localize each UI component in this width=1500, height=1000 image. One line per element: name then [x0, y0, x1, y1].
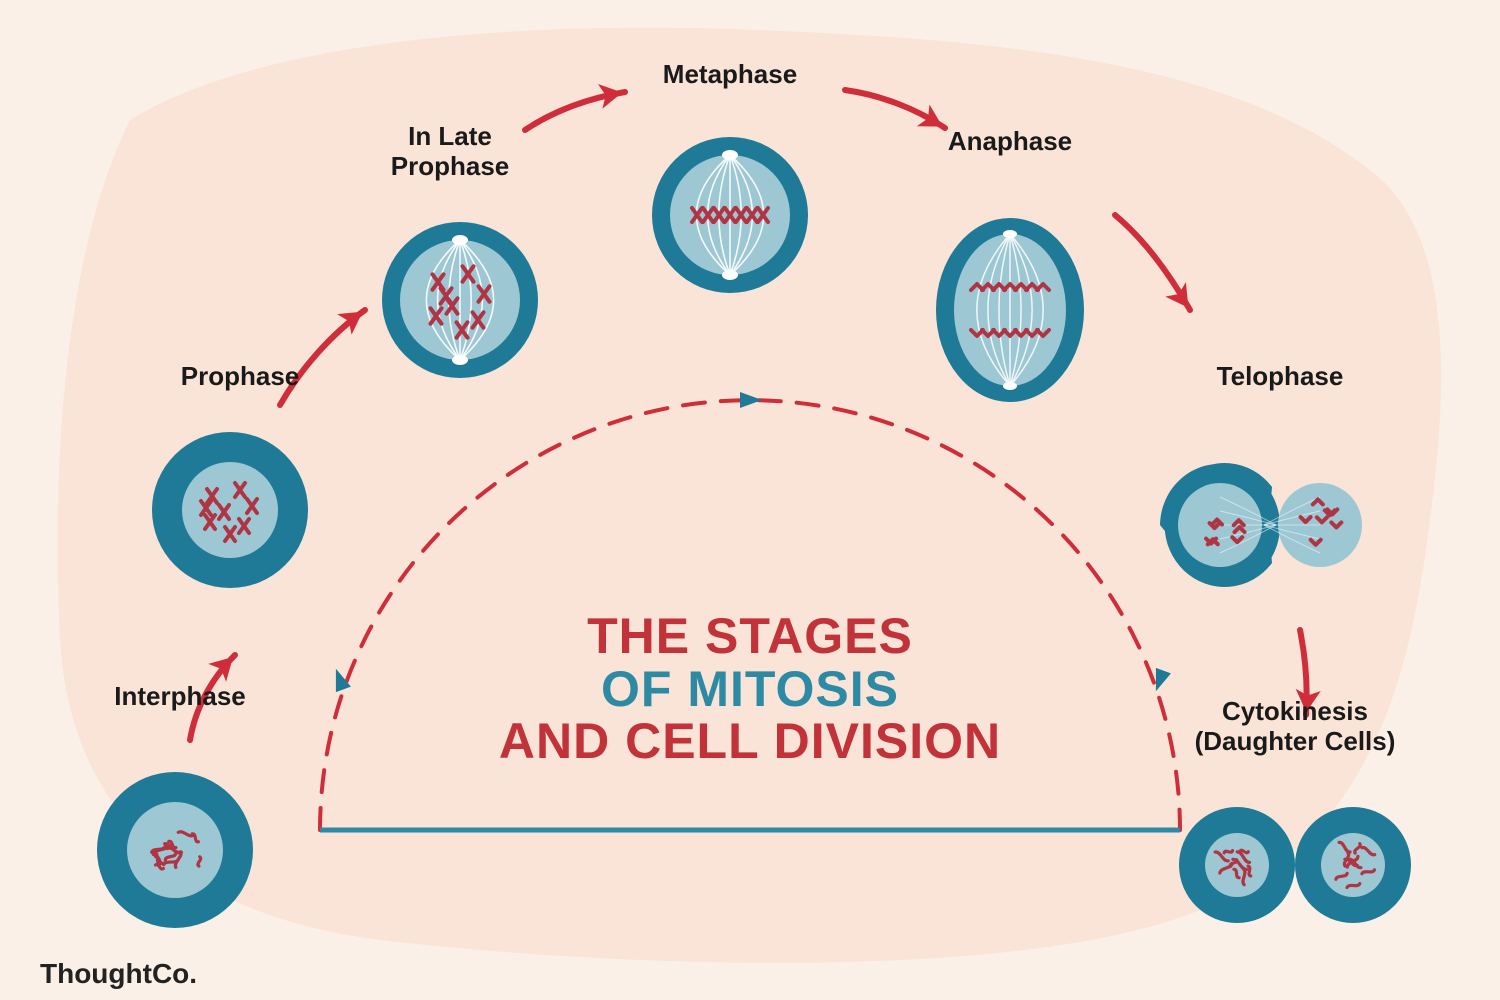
anaphase-label: Anaphase	[870, 127, 1150, 157]
title-line1: THE STAGES	[300, 610, 1200, 663]
diagram-canvas: InterphaseProphaseIn Late ProphaseMetaph…	[0, 0, 1500, 1000]
main-title: THE STAGESOF MITOSISAND CELL DIVISION	[300, 610, 1200, 768]
prophase-cell	[80, 390, 380, 630]
telophase-cell	[1120, 405, 1420, 645]
lateprophase-label: In Late Prophase	[310, 122, 590, 182]
cytokinesis-cell	[1145, 745, 1445, 985]
lateprophase-cell	[310, 180, 610, 420]
title-line3: AND CELL DIVISION	[300, 715, 1200, 768]
attribution: ThoughtCo.	[40, 958, 197, 990]
interphase-cell	[25, 730, 325, 970]
telophase-label: Telophase	[1140, 362, 1420, 392]
metaphase-cell	[580, 95, 880, 335]
title-line2: OF MITOSIS	[300, 663, 1200, 716]
metaphase-label: Metaphase	[590, 60, 870, 90]
interphase-label: Interphase	[40, 682, 320, 712]
anaphase-cell	[860, 190, 1160, 430]
